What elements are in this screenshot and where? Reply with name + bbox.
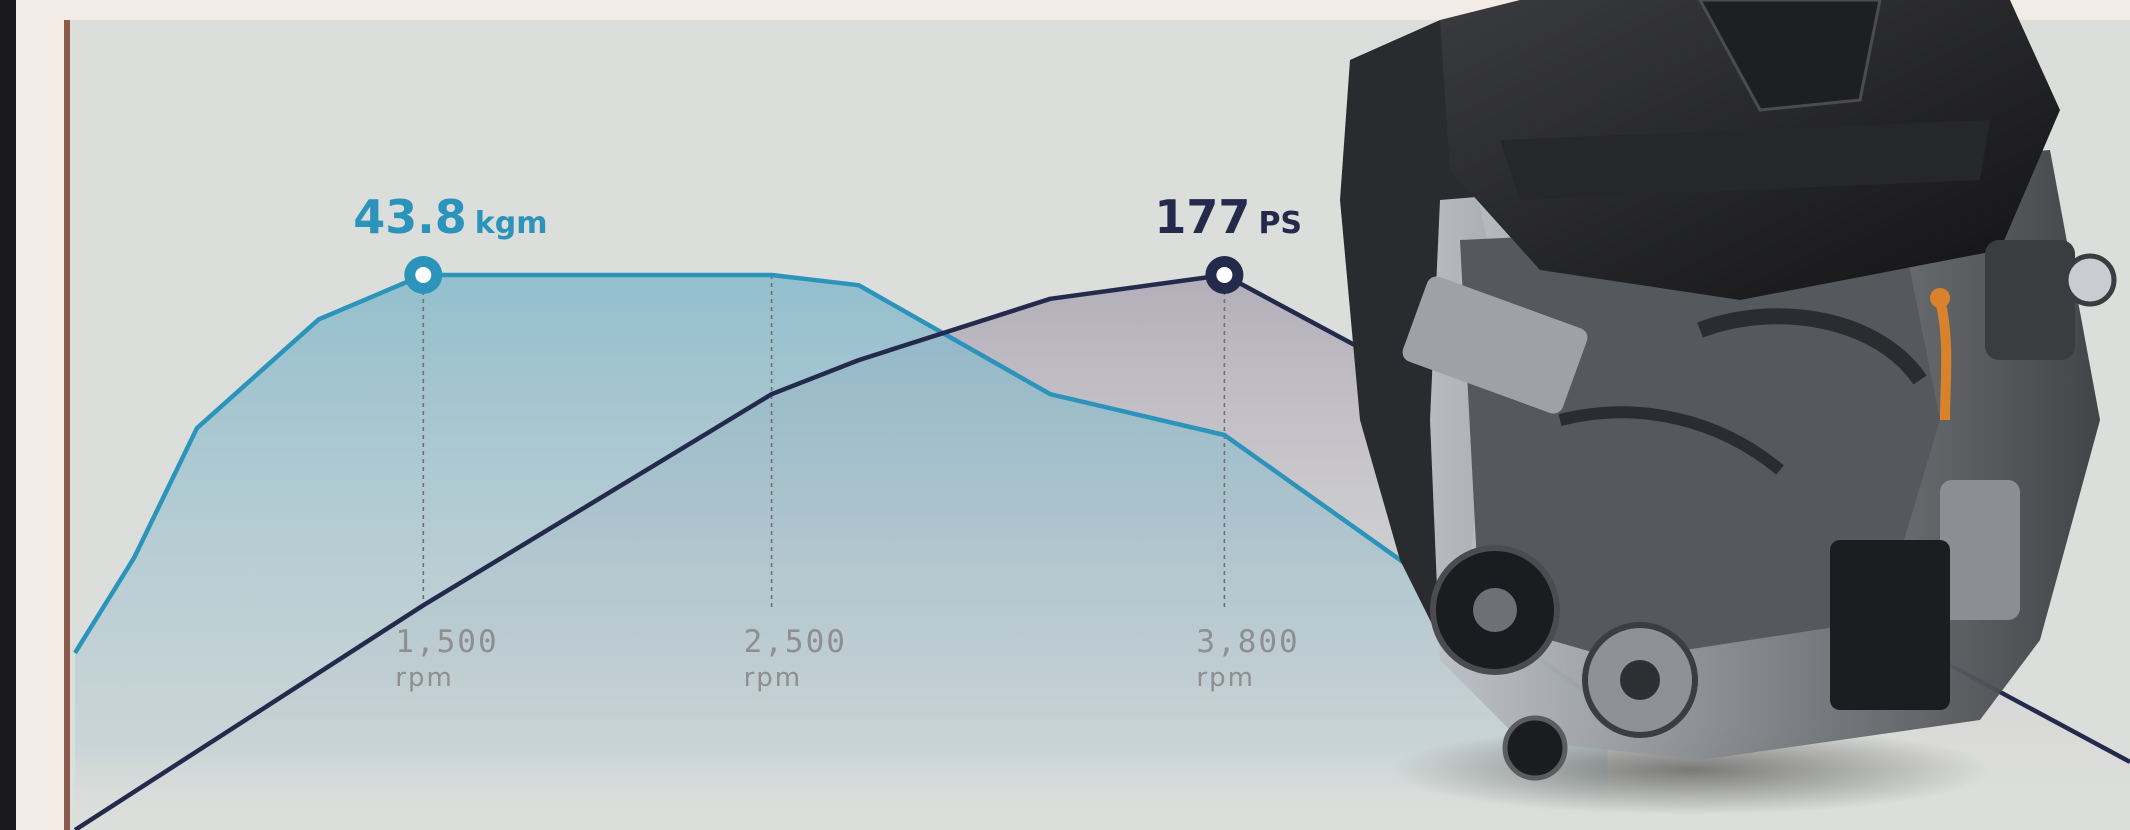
rpm-tick-unit: rpm [395, 663, 454, 693]
torque-peak-label: 43.8 kgm [353, 190, 547, 244]
torque-peak-unit: kgm [475, 206, 548, 241]
rpm-tick-label: 2,500 [744, 624, 847, 660]
power-peak-label: 177 PS [1154, 190, 1302, 244]
power-peak-unit: PS [1258, 206, 1302, 241]
frame-rule [64, 20, 70, 830]
peak-markers: 43.8 kgm 177 PS [353, 190, 1302, 294]
torque-area [75, 275, 1608, 830]
rpm-tick-label: 3,800 [1196, 624, 1299, 660]
left-photo-strip [0, 0, 16, 830]
engine-photo [1340, 0, 2117, 815]
torque-peak-value: 43.8 [353, 190, 467, 244]
rpm-tick-label: 1,500 [395, 624, 498, 660]
power-peak-value: 177 [1154, 190, 1250, 244]
torque-line [73, 272, 1609, 710]
rpm-tick-unit: rpm [744, 663, 803, 693]
power-peak-marker-center [1216, 267, 1233, 283]
torque-peak-marker-center [415, 267, 432, 283]
rpm-tick-unit: rpm [1196, 663, 1255, 693]
